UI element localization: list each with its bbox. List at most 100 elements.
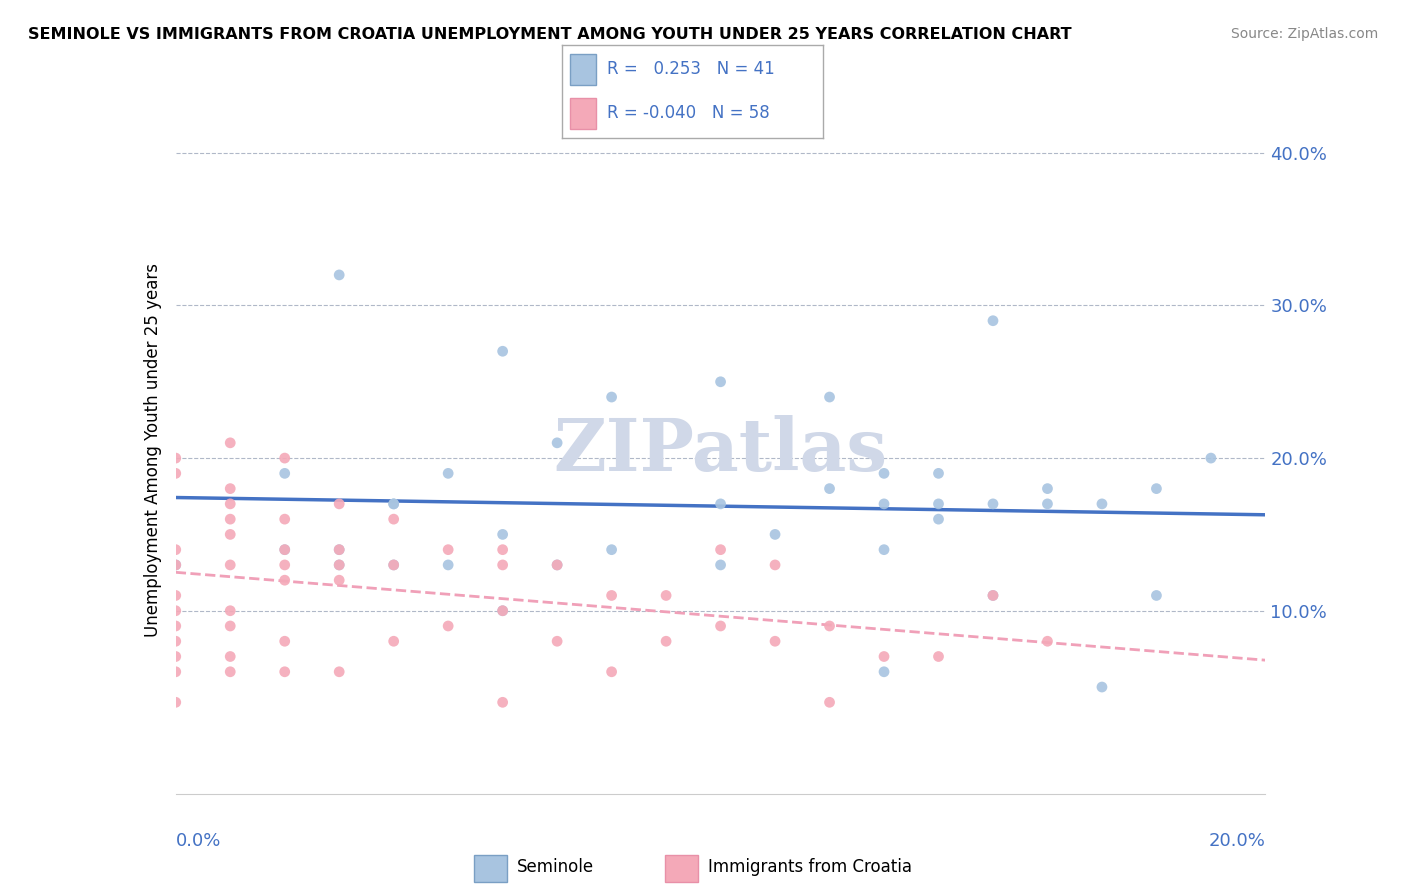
Point [600,589,623,603]
Point [492,695,515,709]
Point [655,589,678,603]
Text: Immigrants from Croatia: Immigrants from Croatia [707,858,911,877]
Point [165,604,187,618]
Point [492,344,515,359]
Point [165,649,187,664]
Point [382,634,405,648]
Point [274,634,297,648]
Point [328,573,350,587]
Text: SEMINOLE VS IMMIGRANTS FROM CROATIA UNEMPLOYMENT AMONG YOUTH UNDER 25 YEARS CORR: SEMINOLE VS IMMIGRANTS FROM CROATIA UNEM… [28,27,1071,42]
Point [763,558,786,572]
Point [328,497,350,511]
Point [219,512,242,526]
Point [710,619,733,633]
Point [710,375,733,389]
Point [165,451,187,466]
Point [274,573,297,587]
Point [165,634,187,648]
Point [328,542,350,557]
Point [328,665,350,679]
Point [710,497,733,511]
Point [274,467,297,481]
Point [437,467,460,481]
Bar [665,855,699,881]
Point [818,482,841,496]
Point [165,558,187,572]
Point [1091,497,1114,511]
Point [274,558,297,572]
Point [492,604,515,618]
Point [219,527,242,541]
Text: 20.0%: 20.0% [1209,831,1265,850]
Point [437,542,460,557]
Text: Seminole: Seminole [516,858,593,877]
Bar [474,855,508,881]
Point [1036,634,1059,648]
Point [655,634,678,648]
Point [546,558,568,572]
Point [492,542,515,557]
Point [546,634,568,648]
Point [437,558,460,572]
Point [1199,451,1222,466]
Point [928,649,950,664]
Text: 0.0%: 0.0% [176,831,221,850]
Text: Source: ZipAtlas.com: Source: ZipAtlas.com [1230,27,1378,41]
Point [382,558,405,572]
Point [219,604,242,618]
Bar [571,98,596,129]
Point [274,665,297,679]
Point [928,512,950,526]
Point [981,589,1004,603]
Point [492,558,515,572]
Point [382,497,405,511]
Point [165,695,187,709]
Point [928,497,950,511]
Point [328,542,350,557]
Point [873,497,896,511]
Point [382,512,405,526]
Point [710,542,733,557]
Point [1091,680,1114,694]
Point [873,649,896,664]
Point [492,604,515,618]
Point [1036,497,1059,511]
Point [600,542,623,557]
Text: R =   0.253   N = 41: R = 0.253 N = 41 [606,60,775,78]
Point [437,619,460,633]
Point [981,497,1004,511]
Point [165,467,187,481]
Point [219,435,242,450]
Point [328,268,350,282]
Point [873,665,896,679]
Point [382,497,405,511]
Point [492,527,515,541]
Point [328,558,350,572]
Point [981,589,1004,603]
Point [1144,482,1167,496]
Text: R = -0.040   N = 58: R = -0.040 N = 58 [606,103,769,121]
Point [328,558,350,572]
Point [165,558,187,572]
Point [600,665,623,679]
Point [600,390,623,404]
Point [818,390,841,404]
Y-axis label: Unemployment Among Youth under 25 years: Unemployment Among Youth under 25 years [143,263,162,638]
Point [165,665,187,679]
Text: ZIPatlas: ZIPatlas [554,415,887,486]
Point [274,451,297,466]
Point [219,649,242,664]
Point [219,482,242,496]
Point [710,558,733,572]
Point [1036,482,1059,496]
Point [165,589,187,603]
Point [873,542,896,557]
Point [274,542,297,557]
Point [274,512,297,526]
Point [873,467,896,481]
Point [763,634,786,648]
Point [274,542,297,557]
Point [165,542,187,557]
Point [219,619,242,633]
Point [382,558,405,572]
